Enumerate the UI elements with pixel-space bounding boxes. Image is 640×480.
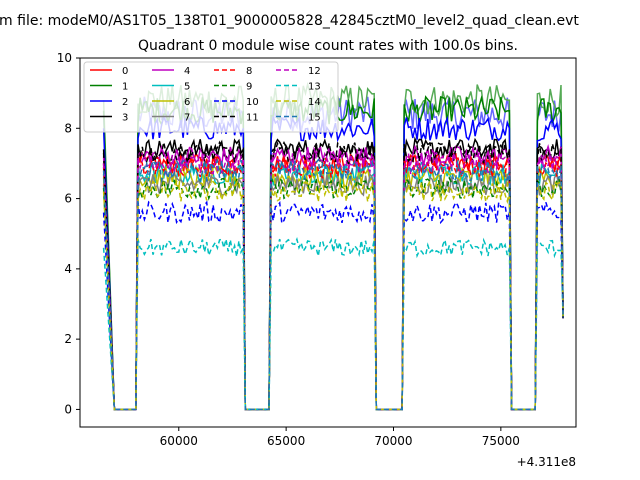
figure-suptitle: From file: modeM0/AS1T05_138T01_90000058… [0,13,579,29]
series-line-8 [102,154,564,411]
legend-label-3: 3 [122,113,128,124]
legend-label-11: 11 [246,113,259,124]
chart-title: Quadrant 0 module wise count rates with … [138,38,518,54]
x-offset-label: +4.311e8 [517,455,576,469]
series-line-11 [102,140,564,411]
y-tick-label: 4 [64,262,72,276]
legend-label-14: 14 [308,97,321,108]
x-tick-label: 70000 [374,434,412,448]
legend-label-1: 1 [122,82,128,93]
legend-label-15: 15 [308,113,321,124]
legend-label-7: 7 [184,113,190,124]
series-line-13 [102,237,564,411]
y-tick-label: 0 [64,402,72,416]
legend-label-6: 6 [184,97,190,108]
legend-label-8: 8 [246,66,252,77]
y-tick-label: 10 [57,51,72,65]
plot-frame [79,57,577,428]
y-tick-label: 6 [64,192,72,206]
x-tick-label: 60000 [160,434,198,448]
legend-label-10: 10 [246,97,259,108]
legend-label-9: 9 [246,82,252,93]
series-line-12 [102,150,564,411]
series-line-15 [102,157,564,411]
legend-label-5: 5 [184,82,190,93]
x-tick-label: 65000 [267,434,305,448]
series-layer [102,81,564,411]
legend-label-2: 2 [122,97,128,108]
y-tick-label: 2 [64,332,72,346]
series-line-9 [102,175,564,411]
legend-label-0: 0 [122,66,128,77]
series-line-7 [102,172,564,411]
y-tick-label: 8 [64,121,72,135]
legend-box [83,61,339,133]
legend-label-4: 4 [184,66,190,77]
series-line-14 [102,178,564,411]
legend-label-13: 13 [308,82,321,93]
series-line-10 [102,200,564,411]
x-tick-label: 75000 [482,434,520,448]
legend-label-12: 12 [308,66,321,77]
